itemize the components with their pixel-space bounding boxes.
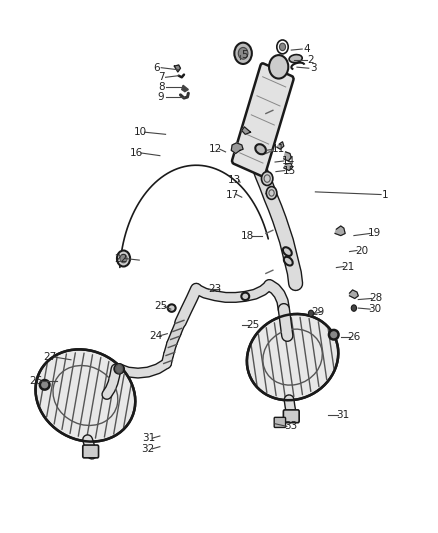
Text: 26: 26 <box>29 376 42 386</box>
Text: 25: 25 <box>155 302 168 311</box>
Text: 26: 26 <box>347 332 360 342</box>
Polygon shape <box>174 65 180 72</box>
Text: 13: 13 <box>228 175 241 184</box>
Text: 6: 6 <box>153 63 160 72</box>
Text: 31: 31 <box>336 410 349 419</box>
Text: 21: 21 <box>342 262 355 271</box>
Text: 3: 3 <box>310 63 317 73</box>
Text: 17: 17 <box>226 190 239 199</box>
Text: 31: 31 <box>142 433 155 443</box>
Text: 18: 18 <box>241 231 254 240</box>
Polygon shape <box>182 85 188 92</box>
Ellipse shape <box>35 349 135 442</box>
Text: 2: 2 <box>307 55 314 64</box>
Text: 5: 5 <box>241 51 248 60</box>
Text: 24: 24 <box>149 331 162 341</box>
Circle shape <box>120 254 127 263</box>
Text: 22: 22 <box>114 254 127 263</box>
Text: 12: 12 <box>209 144 222 154</box>
Polygon shape <box>231 143 243 154</box>
Text: 19: 19 <box>368 229 381 238</box>
Polygon shape <box>284 163 293 171</box>
Circle shape <box>116 365 123 373</box>
FancyBboxPatch shape <box>83 445 99 458</box>
Text: 14: 14 <box>282 156 295 166</box>
FancyBboxPatch shape <box>232 63 293 176</box>
FancyBboxPatch shape <box>283 410 299 423</box>
Text: 23: 23 <box>208 284 221 294</box>
Polygon shape <box>277 142 284 149</box>
Ellipse shape <box>247 314 338 400</box>
Text: 11: 11 <box>272 144 285 154</box>
Text: 25: 25 <box>247 320 260 330</box>
Polygon shape <box>242 127 251 134</box>
Ellipse shape <box>255 144 266 154</box>
Circle shape <box>238 47 248 59</box>
Ellipse shape <box>284 257 293 265</box>
Text: 20: 20 <box>355 246 368 255</box>
Circle shape <box>266 187 277 199</box>
Ellipse shape <box>168 304 176 312</box>
Text: 30: 30 <box>368 304 381 314</box>
Text: 10: 10 <box>134 127 147 137</box>
Text: 8: 8 <box>158 83 165 92</box>
Polygon shape <box>350 290 358 298</box>
Circle shape <box>351 305 357 311</box>
Text: 4: 4 <box>303 44 310 54</box>
Text: 15: 15 <box>283 166 296 175</box>
Circle shape <box>261 172 273 185</box>
FancyBboxPatch shape <box>274 417 286 427</box>
Circle shape <box>234 43 252 64</box>
Text: 27: 27 <box>44 352 57 362</box>
Circle shape <box>117 251 130 266</box>
Text: 33: 33 <box>285 422 298 431</box>
Text: 16: 16 <box>130 148 143 158</box>
Polygon shape <box>284 152 291 161</box>
Ellipse shape <box>241 293 249 300</box>
Ellipse shape <box>283 247 292 256</box>
Text: 1: 1 <box>382 190 389 199</box>
Text: 28: 28 <box>369 294 382 303</box>
Text: 7: 7 <box>158 72 165 82</box>
Circle shape <box>308 310 314 317</box>
Circle shape <box>269 55 288 78</box>
Text: 32: 32 <box>141 444 155 454</box>
Text: 29: 29 <box>311 307 324 317</box>
Ellipse shape <box>114 364 124 374</box>
Ellipse shape <box>289 54 302 63</box>
Circle shape <box>279 43 286 51</box>
Polygon shape <box>335 226 345 236</box>
Ellipse shape <box>40 380 49 390</box>
Text: 9: 9 <box>158 92 165 102</box>
Ellipse shape <box>329 330 339 340</box>
